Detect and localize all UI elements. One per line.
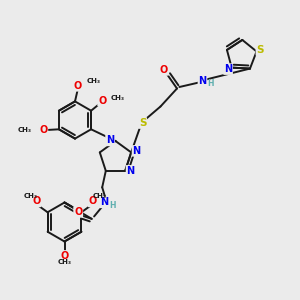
Text: N: N: [133, 146, 141, 156]
Text: N: N: [198, 76, 207, 86]
Text: N: N: [106, 135, 114, 146]
Text: CH₃: CH₃: [86, 78, 100, 84]
Text: O: O: [32, 196, 40, 206]
Text: CH₃: CH₃: [23, 193, 37, 199]
Text: O: O: [74, 207, 82, 217]
Text: H: H: [207, 79, 214, 88]
Text: O: O: [74, 81, 82, 91]
Text: O: O: [98, 95, 106, 106]
Text: N: N: [100, 197, 108, 207]
Text: CH₃: CH₃: [93, 193, 107, 199]
Text: O: O: [160, 65, 168, 75]
Text: S: S: [256, 45, 264, 55]
Text: O: O: [89, 196, 97, 206]
Text: CH₃: CH₃: [58, 259, 71, 265]
Text: CH₃: CH₃: [111, 94, 124, 100]
Text: S: S: [139, 118, 146, 128]
Text: CH₃: CH₃: [18, 127, 32, 133]
Text: H: H: [110, 201, 116, 210]
Text: N: N: [127, 166, 135, 176]
Text: O: O: [60, 251, 69, 261]
Text: N: N: [224, 64, 232, 74]
Text: O: O: [39, 125, 47, 135]
